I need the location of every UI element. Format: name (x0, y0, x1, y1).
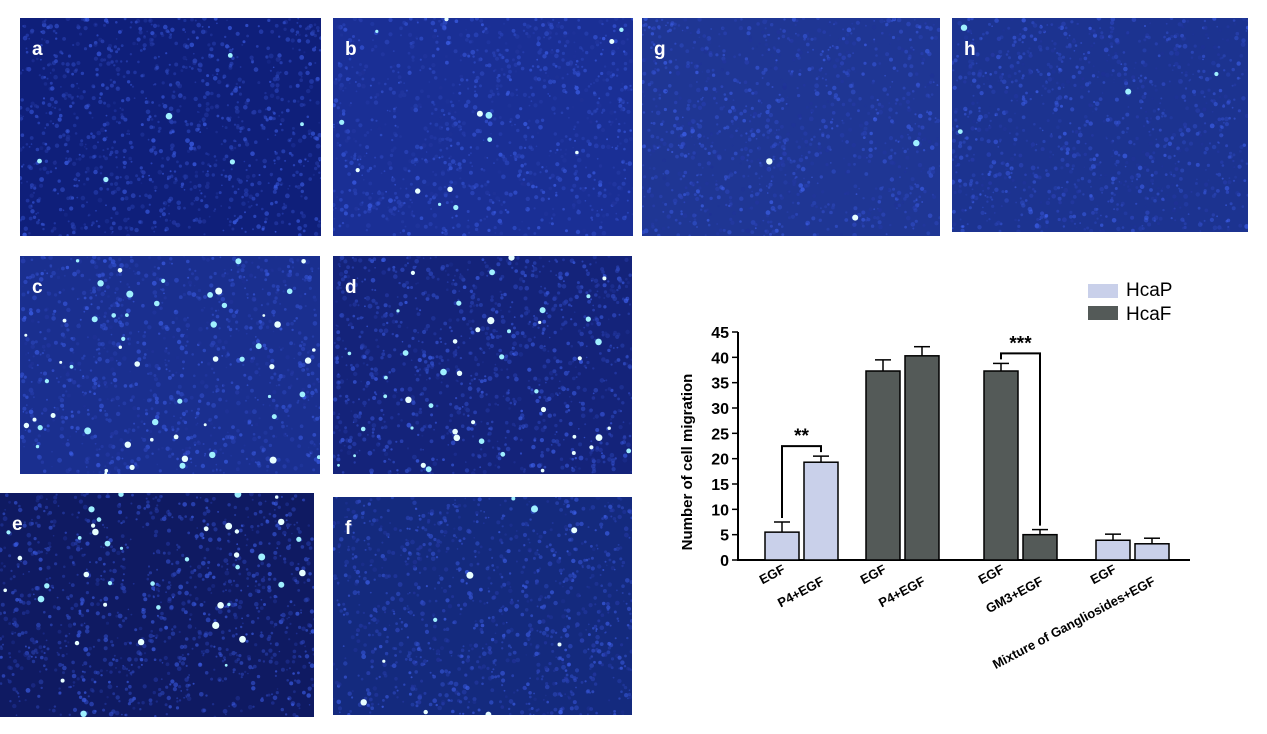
x-tick-label: P4+EGF (775, 573, 826, 610)
x-tick-label: EGF (858, 561, 889, 587)
bar (1095, 539, 1131, 561)
micrograph-panel-a: a (20, 18, 321, 236)
panel-label-d: d (345, 277, 357, 298)
y-tick-label: 5 (720, 528, 729, 545)
significance-bracket (781, 445, 822, 518)
panel-label-a: a (32, 39, 43, 60)
y-tick-label: 0 (720, 553, 729, 570)
micrograph-image (20, 256, 320, 474)
micrograph-panel-d: d (333, 256, 632, 474)
legend-label-hcaf: HcaF (1126, 304, 1171, 325)
micrograph-panel-g: g (642, 18, 940, 236)
micrograph-panel-c: c (20, 256, 320, 474)
y-axis-label: Number of cell migration (679, 374, 696, 551)
y-tick-label: 15 (711, 477, 729, 494)
micrograph-image (333, 497, 632, 715)
micrograph-panel-e: e (0, 493, 314, 717)
legend-label-hcap: HcaP (1126, 280, 1172, 301)
legend-swatch-hcap (1088, 284, 1118, 298)
cell-migration-bar-chart: Number of cell migration HcaP HcaF 0 5 10 1… (679, 280, 1190, 672)
panel-label-f: f (345, 518, 352, 539)
legend: HcaP HcaF (1088, 280, 1172, 325)
y-tick-label: 45 (711, 325, 729, 342)
y-tick-label: 40 (711, 350, 729, 367)
bar (983, 370, 1019, 561)
micrograph-image (333, 256, 632, 474)
y-tick-label: 35 (711, 376, 729, 393)
y-tick-label: 25 (711, 426, 729, 443)
x-tick-label: EGF (1088, 561, 1119, 587)
bar (764, 531, 800, 561)
panel-label-h: h (964, 39, 976, 60)
bar (865, 370, 901, 561)
micrograph-image (333, 18, 633, 236)
significance-label: ** (794, 426, 809, 447)
micrograph-panel-f: f (333, 497, 632, 715)
micrograph-image (0, 493, 314, 717)
legend-swatch-hcaf (1088, 306, 1118, 320)
micrograph-image (20, 18, 321, 236)
y-tick-label: 20 (711, 452, 729, 469)
significance-bracket (1000, 352, 1041, 526)
bar (1022, 533, 1058, 561)
x-tick-label: EGF (976, 561, 1007, 587)
y-tick-label: 30 (711, 401, 729, 418)
x-tick-label: EGF (757, 561, 788, 587)
micrograph-panel-b: b (333, 18, 633, 236)
panel-label-b: b (345, 39, 357, 60)
micrograph-panel-h: h (952, 18, 1248, 232)
panel-label-g: g (654, 39, 666, 60)
bar (1134, 543, 1170, 561)
micrograph-image (642, 18, 940, 236)
panel-label-c: c (32, 277, 43, 298)
micrograph-image (952, 18, 1248, 232)
panel-label-e: e (12, 514, 23, 535)
x-tick-label: P4+EGF (876, 573, 927, 610)
significance-label: *** (1009, 333, 1032, 354)
y-tick-label: 10 (711, 502, 729, 519)
bar (803, 461, 839, 561)
bar (904, 355, 940, 561)
